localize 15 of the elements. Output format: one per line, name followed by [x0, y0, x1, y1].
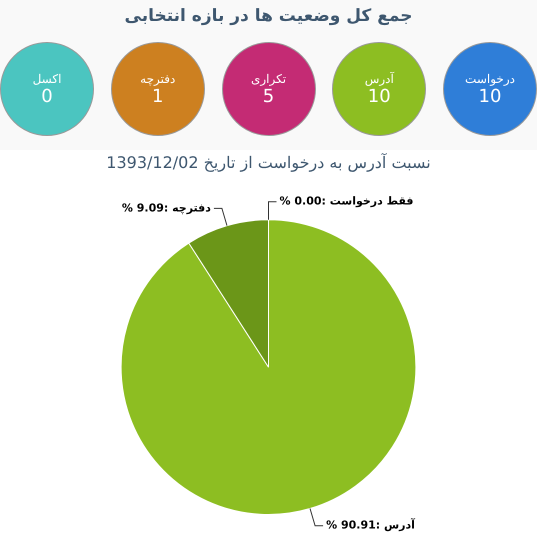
slice-label: دفترچه :9.09 %	[122, 201, 212, 214]
data-label: 5	[262, 86, 274, 106]
data-label: 0	[41, 86, 53, 106]
data-label: 1	[152, 86, 164, 106]
data-label: 10	[478, 86, 502, 106]
text: جمع کل وضعیت ها در بازه انتخابی	[124, 5, 414, 28]
data-label: 10	[368, 86, 391, 106]
slice-label: آدرس :90.91 %	[326, 518, 416, 532]
category-label: فقط درخواست :0.00 %	[280, 194, 414, 208]
category-label: درخواست	[465, 72, 515, 86]
category-label: آدرس	[364, 72, 394, 86]
category-label: دفترچه	[140, 72, 176, 86]
chart-title: نسبت آدرس به درخواست از تاریخ 1393/12/02	[106, 152, 431, 172]
category-label: تکراری	[250, 72, 286, 86]
category-label: اکسل	[32, 72, 62, 86]
